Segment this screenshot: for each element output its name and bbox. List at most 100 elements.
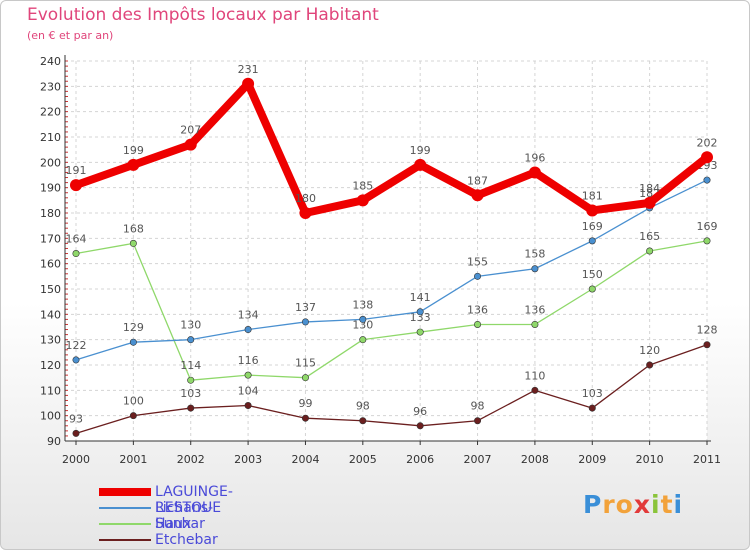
logo-letter: x	[633, 490, 651, 519]
data-label: 128	[697, 324, 718, 337]
series-line-laguinge-restoue	[72, 79, 711, 217]
data-label: 155	[467, 255, 488, 268]
data-point	[301, 318, 309, 326]
data-point	[72, 429, 80, 437]
logo-letter: i	[673, 490, 684, 519]
data-label: 98	[356, 400, 370, 413]
data-point	[129, 338, 137, 346]
x-tick-label: 2005	[349, 453, 377, 466]
data-label: 130	[180, 319, 201, 332]
y-tick-label: 90	[47, 435, 61, 448]
y-tick-label: 160	[40, 258, 61, 271]
legend-swatch	[99, 488, 151, 496]
data-label: 99	[298, 397, 312, 410]
data-label: 103	[582, 387, 603, 400]
data-point	[646, 247, 654, 255]
data-point	[588, 285, 596, 293]
data-point	[359, 336, 367, 344]
data-label: 202	[697, 136, 718, 149]
data-label: 169	[582, 220, 603, 233]
data-point	[531, 320, 539, 328]
x-tick-label: 2009	[578, 453, 606, 466]
data-label: 168	[123, 222, 144, 235]
data-label: 98	[471, 400, 485, 413]
proxiti-logo: Proxiti	[583, 490, 683, 519]
data-label: 104	[238, 385, 259, 398]
data-label: 100	[123, 395, 144, 408]
logo-letter: i	[651, 490, 661, 519]
logo-letter: o	[615, 490, 634, 519]
legend-label: Etchebar	[155, 532, 218, 548]
x-tick-label: 2002	[177, 453, 205, 466]
data-label: 164	[66, 233, 87, 246]
legend-swatch	[99, 539, 151, 541]
data-label: 115	[295, 357, 316, 370]
data-label: 191	[66, 164, 87, 177]
y-tick-label: 110	[40, 384, 61, 397]
legend-label: Lichans-Sunhar	[155, 500, 214, 532]
data-label: 136	[467, 303, 488, 316]
data-point	[416, 328, 424, 336]
data-label: 96	[413, 405, 427, 418]
data-label: 116	[238, 354, 259, 367]
data-label: 114	[180, 359, 201, 372]
data-label: 199	[123, 144, 144, 157]
data-label: 103	[180, 387, 201, 400]
data-label: 136	[524, 303, 545, 316]
y-tick-label: 220	[40, 106, 61, 119]
x-tick-label: 2008	[521, 453, 549, 466]
data-label: 231	[238, 63, 259, 76]
y-tick-label: 190	[40, 182, 61, 195]
data-point	[531, 386, 539, 394]
data-point	[187, 336, 195, 344]
legend-swatch	[99, 523, 151, 525]
data-point	[416, 422, 424, 430]
x-tick-label: 2010	[636, 453, 664, 466]
data-label: 138	[352, 298, 373, 311]
data-point	[359, 417, 367, 425]
y-tick-label: 100	[40, 410, 61, 423]
series-line-haux	[75, 240, 708, 381]
data-label: 122	[66, 339, 87, 352]
data-point	[588, 404, 596, 412]
data-point	[127, 158, 140, 171]
data-label: 120	[639, 344, 660, 357]
x-tick-label: 2001	[119, 453, 147, 466]
chart-subtitle: (en € et par an)	[27, 29, 114, 42]
data-label: 199	[410, 144, 431, 157]
data-point	[184, 138, 197, 151]
data-label: 207	[180, 124, 201, 137]
data-label: 137	[295, 301, 316, 314]
y-tick-label: 240	[40, 55, 61, 68]
data-point	[588, 237, 596, 245]
y-tick-label: 200	[40, 156, 61, 169]
data-point	[244, 371, 252, 379]
x-tick-label: 2000	[62, 453, 90, 466]
data-point	[301, 414, 309, 422]
data-point	[187, 404, 195, 412]
y-tick-label: 130	[40, 334, 61, 347]
logo-letter: r	[602, 490, 616, 519]
data-point	[474, 272, 482, 280]
logo-letter: P	[583, 490, 603, 519]
data-point	[187, 376, 195, 384]
logo-letter: t	[660, 490, 674, 519]
series-line-etchebar	[75, 344, 708, 435]
data-label: 184	[639, 182, 660, 195]
y-tick-label: 230	[40, 80, 61, 93]
data-label: 93	[69, 412, 83, 425]
x-tick-label: 2006	[406, 453, 434, 466]
legend-label: Haux	[155, 516, 192, 532]
legend-swatch	[99, 507, 151, 509]
x-tick-label: 2007	[464, 453, 492, 466]
data-point	[643, 196, 656, 209]
data-point	[244, 326, 252, 334]
data-label: 169	[697, 220, 718, 233]
data-label: 129	[123, 321, 144, 334]
data-point	[703, 341, 711, 349]
y-tick-label: 210	[40, 131, 61, 144]
x-tick-label: 2003	[234, 453, 262, 466]
data-point	[474, 417, 482, 425]
data-label: 141	[410, 291, 431, 304]
